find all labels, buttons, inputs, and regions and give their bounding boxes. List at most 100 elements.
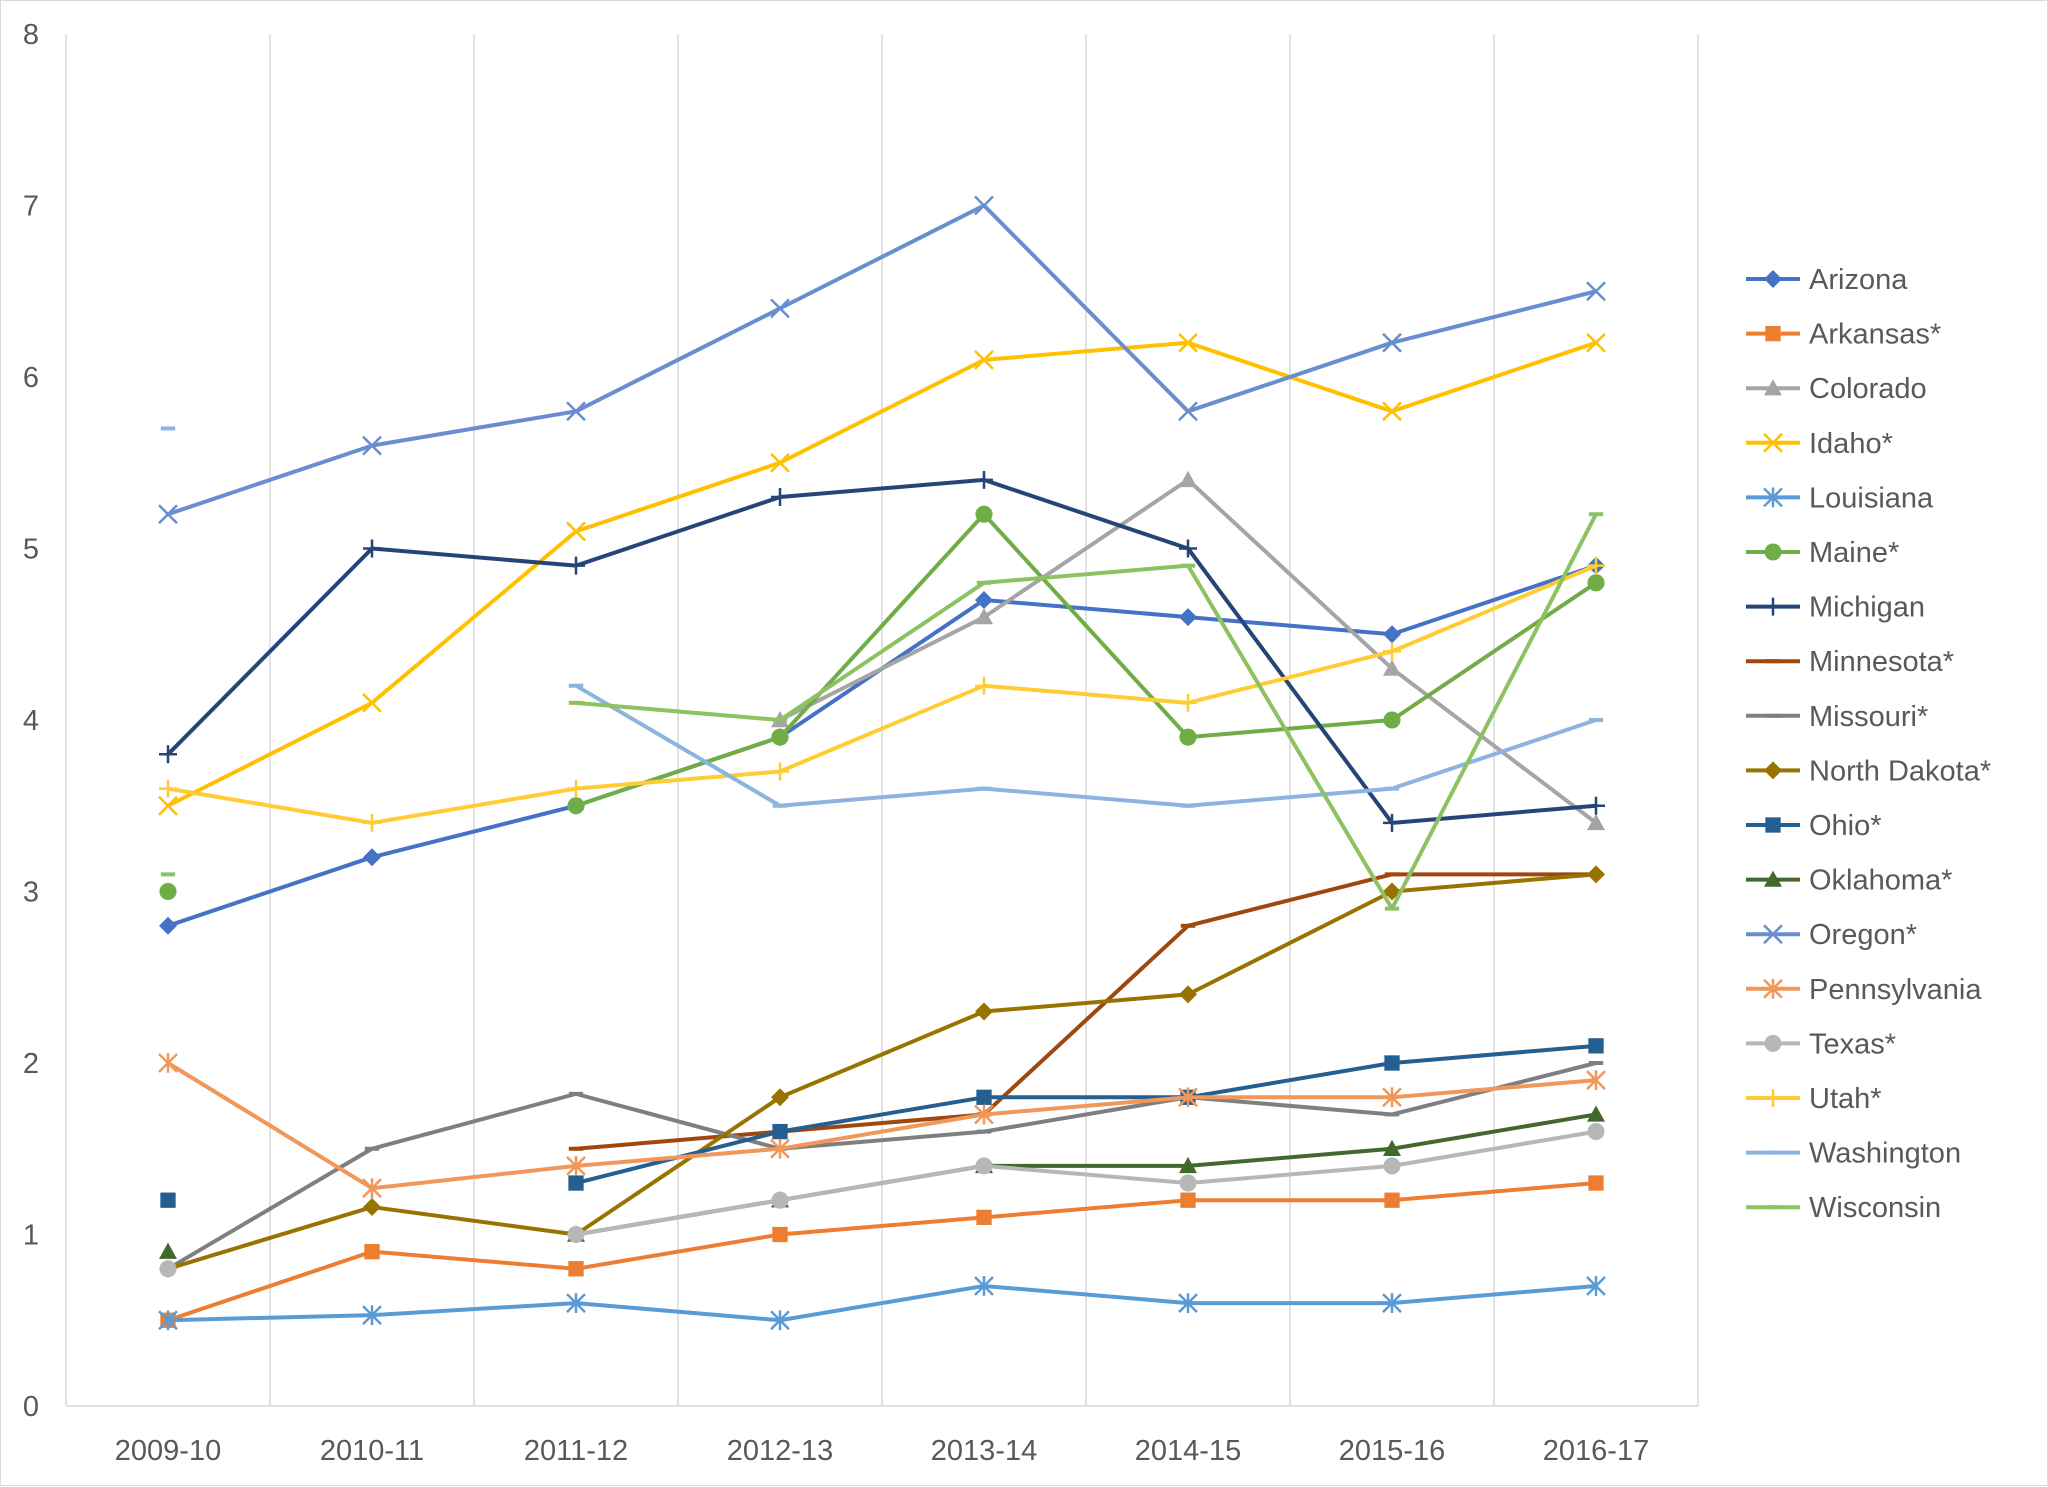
data-point-marker [1586,332,1606,353]
legend-label: Minnesota* [1809,646,1954,678]
legend-label: Colorado [1809,373,1927,405]
legend-entry-maine: Maine* [1746,537,1899,569]
data-point-marker [1384,1055,1400,1071]
data-point-marker [158,1310,178,1331]
series-utah [159,556,1605,832]
data-point-marker [158,1053,178,1073]
legend-entry-wisconsin: Wisconsin [1746,1192,1941,1224]
x-tick-label: 2012-13 [727,1435,833,1467]
data-point-marker [1179,470,1197,488]
legend-label: Arizona [1809,264,1908,296]
data-point-marker [1586,281,1606,302]
legend-entry-louisiana: Louisiana [1746,482,1934,514]
y-tick-label: 2 [23,1048,39,1080]
data-point-marker [770,298,790,319]
legend-label: Idaho* [1809,428,1893,460]
data-point-marker [1764,270,1782,288]
legend-label: Washington [1809,1138,1961,1170]
data-point-marker [568,1261,584,1277]
data-point-marker [1382,1293,1402,1313]
data-point-marker [1179,693,1197,712]
data-point-marker [1587,1105,1605,1122]
data-point-marker [160,1192,176,1208]
legend-label: Missouri* [1809,701,1928,733]
data-point-marker [363,813,381,832]
data-point-marker [1384,1192,1400,1208]
y-tick-label: 0 [23,1391,39,1423]
data-point-marker [159,779,177,798]
x-tick-label: 2015-16 [1339,1435,1445,1467]
data-point-marker [1179,728,1197,746]
data-point-marker [1383,711,1401,729]
data-point-marker [1763,432,1783,453]
legend-entry-pennsylvania: Pennsylvania [1746,974,1982,1006]
data-point-marker [771,762,789,781]
data-point-marker [770,1138,790,1159]
legend-label: Oklahoma* [1809,865,1952,897]
data-point-marker [1587,796,1605,815]
series-pennsylvania [158,1053,1606,1199]
legend-entry-utah: Utah* [1746,1083,1882,1115]
data-point-marker [1383,813,1401,832]
legend-entry-oklahoma: Oklahoma* [1746,865,1952,897]
legend-entry-missouri: Missouri* [1746,701,1928,733]
data-point-marker [364,1244,380,1260]
series-oregon [158,195,1606,525]
data-point-marker [974,349,994,370]
data-point-marker [1179,539,1197,558]
data-point-marker [1179,1174,1197,1192]
data-point-marker [1179,608,1197,627]
series-line [166,1283,1598,1323]
series-colorado [771,470,1605,831]
data-point-marker [1179,1156,1197,1174]
data-point-marker [159,882,177,901]
data-point-marker [566,1293,586,1313]
data-point-marker [1586,1070,1606,1091]
legend-label: Pennsylvania [1809,974,1982,1006]
legend-entry-north-dakota: North Dakota* [1746,755,1991,787]
legend-entry-texas: Texas* [1746,1028,1896,1060]
data-point-marker [1763,487,1783,508]
data-point-marker [1178,401,1198,422]
series-line [778,477,1598,825]
legend-label: Louisiana [1809,482,1934,514]
data-point-marker [1587,556,1605,575]
data-point-marker [362,1178,382,1199]
data-point-marker [1587,865,1605,884]
series-wisconsin [160,512,1604,911]
series-line [166,203,1598,517]
data-point-marker [566,1156,586,1176]
data-point-marker [1587,574,1605,592]
legend-entry-washington: Washington [1746,1138,1961,1170]
data-point-marker [1178,332,1198,353]
series-line [574,512,1598,911]
series-line [574,683,1598,808]
data-point-marker [1764,870,1782,887]
data-point-marker [975,505,993,523]
data-point-marker [1383,642,1401,661]
data-point-marker [1179,985,1197,1004]
data-point-marker [1587,813,1605,831]
data-point-marker [362,435,382,456]
data-point-marker [566,521,586,542]
series-maine [159,505,1605,901]
data-point-marker [1383,625,1401,644]
data-point-marker [159,1260,177,1278]
data-point-marker [1588,1038,1604,1054]
series-idaho [158,332,1606,816]
data-point-marker [1383,1139,1401,1156]
data-point-marker [1764,761,1782,780]
data-point-marker [976,1089,992,1105]
data-point-marker [1178,1087,1198,1108]
data-point-marker [362,692,382,713]
series-line [166,563,1598,825]
legend-entry-ohio: Ohio* [1746,810,1882,842]
data-point-marker [771,488,789,507]
legend-entry-oregon: Oregon* [1746,919,1917,951]
data-point-marker [770,1310,790,1331]
data-point-marker [567,1225,585,1244]
data-point-marker [1764,1089,1782,1107]
series-line [574,512,1598,808]
